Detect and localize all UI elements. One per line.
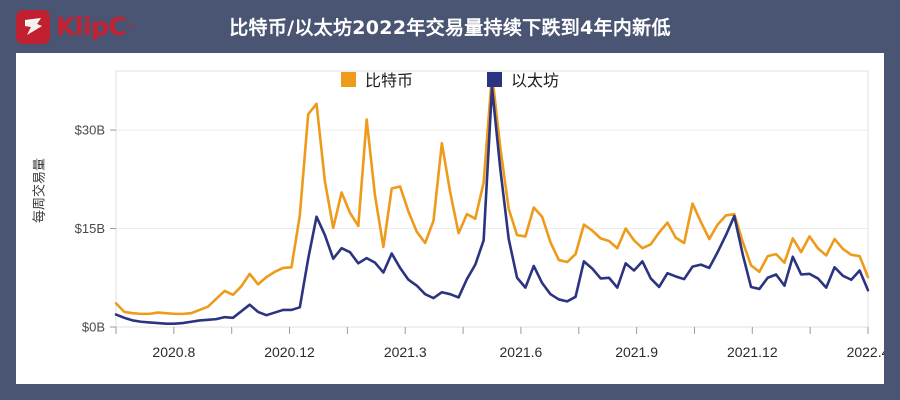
svg-text:2021.12: 2021.12 [727,344,778,360]
brand-name: KlipC [56,12,127,41]
trademark-symbol: ™ [126,24,136,34]
svg-text:$30B: $30B [75,123,105,138]
svg-text:$0B: $0B [82,320,105,335]
header-bar: KlipC ™ 比特币/以太坊2022年交易量持续下跌到4年内新低 [0,0,900,53]
svg-text:2021.3: 2021.3 [384,344,427,360]
svg-text:2020.12: 2020.12 [264,344,315,360]
svg-text:2021.6: 2021.6 [500,344,543,360]
svg-text:2022.4: 2022.4 [847,344,884,360]
svg-text:2020.8: 2020.8 [152,344,195,360]
line-chart: $0B $15B $30B 2020.8 2020.12 2021.3 2021.6 2021… [16,53,884,384]
klipc-logo-text: KlipC ™ [56,10,136,44]
chart-card: 每周交易量 $0B $15B $30B 2020.8 2020.12 2021.3 2021… [16,53,884,384]
klipc-logo-mark-icon [16,10,50,44]
svg-text:2021.9: 2021.9 [615,344,658,360]
svg-text:$15B: $15B [75,221,105,236]
klipc-logo[interactable]: KlipC ™ [16,10,136,44]
